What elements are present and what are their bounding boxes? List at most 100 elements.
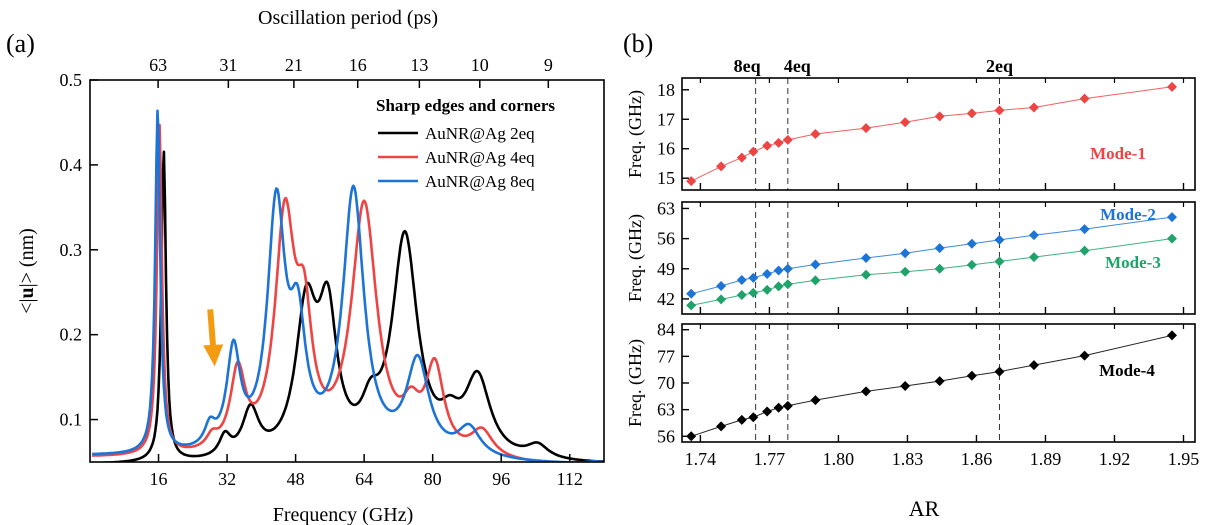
mode-1-point	[1079, 93, 1090, 104]
top-tick-label: 31	[219, 55, 237, 75]
x-tick-label: 1.80	[823, 449, 855, 469]
mode-2-point	[736, 274, 747, 285]
mode-3-point	[736, 290, 747, 301]
x-tick-label: 80	[424, 469, 442, 489]
y-tick-label: 70	[657, 373, 675, 393]
y-tick-label: 0.5	[60, 70, 83, 90]
mode-3-point	[782, 279, 793, 290]
mode-4-point	[900, 381, 911, 392]
mode-4-point	[773, 402, 784, 413]
mode-4-label: Mode-4	[1099, 361, 1155, 380]
mode-4-point	[736, 414, 747, 425]
chart-b: 15 16 17 18 Freq. (GHz) Mode-1 42 49 56 63 Freq. (…	[625, 56, 1199, 469]
mode-2-point	[1166, 212, 1177, 223]
mode-2-point	[762, 268, 773, 279]
mode-4-point	[686, 431, 697, 442]
mode-3-point	[716, 294, 727, 305]
mode-1-point	[762, 140, 773, 151]
y-tick-label: 84	[657, 320, 675, 340]
subplot-y-axis-label: Freq. (GHz)	[625, 90, 646, 178]
y-tick-label: 0.3	[60, 240, 83, 260]
y-tick-label: 0.2	[60, 325, 83, 345]
top-tick-label: 16	[349, 55, 367, 75]
y-tick-label: 49	[657, 259, 675, 279]
y-tick-label: 16	[657, 139, 675, 159]
x-tick-label: 1.77	[754, 449, 786, 469]
mode-2-line	[691, 216, 1173, 295]
mode-3-point	[762, 284, 773, 295]
mode-1-point	[810, 129, 821, 139]
mode-4-point	[861, 386, 872, 397]
x-tick-label: 1.86	[961, 449, 993, 469]
mode-4-point	[748, 412, 759, 423]
y-tick-label: 15	[657, 168, 675, 188]
mode-1-point	[773, 137, 784, 148]
series-line-1	[92, 150, 604, 462]
top-tick-label: 21	[285, 55, 303, 75]
mode-3-point	[994, 256, 1005, 267]
mode-4-point	[782, 400, 793, 411]
reference-line-label-4eq: 4eq	[784, 56, 811, 76]
mode-1-point	[782, 134, 793, 145]
subplot-y-axis-label: Freq. (GHz)	[625, 339, 646, 427]
chart-a-curves	[91, 109, 604, 462]
mode-2-point	[1079, 224, 1090, 235]
mode-3-point	[966, 259, 977, 270]
mode-3-label: Mode-3	[1105, 253, 1161, 272]
x-tick-label: 1.95	[1168, 449, 1200, 469]
subplot-frame	[681, 201, 1196, 315]
mode-1-point	[1028, 102, 1039, 113]
reference-line-label-2eq: 2eq	[986, 56, 1013, 76]
y-tick-label: 18	[657, 80, 675, 100]
subplot-1: 15 16 17 18 Freq. (GHz) Mode-1	[625, 77, 1196, 191]
mode-2-point	[900, 248, 911, 259]
x-tick-label: 1.89	[1030, 449, 1062, 469]
x-tick-label: 1.83	[892, 449, 924, 469]
mode-2-point	[716, 281, 727, 291]
chart-a-top-axis-label: Oscillation period (ps)	[258, 7, 438, 29]
series-line-3	[91, 109, 604, 462]
mode-2-label: Mode-2	[1100, 205, 1156, 224]
y-tick-label: 63	[657, 400, 675, 420]
chart-a-frame	[89, 79, 605, 463]
panel-b-label: (b)	[623, 29, 653, 58]
x-tick-label: 48	[287, 469, 305, 489]
subplot-3: 56 63 70 77 84 1.74 1.77 1.80 1.83 1.86 1.89 1.92 1.…	[625, 320, 1199, 469]
mode-3-point	[748, 287, 759, 298]
mode-2-point	[1028, 230, 1039, 241]
mode-2-point	[994, 234, 1005, 245]
mode-2-point	[934, 243, 945, 254]
mode-2-point	[861, 253, 872, 263]
legend-label-3: AuNR@Ag 8eq	[425, 172, 535, 191]
x-tick-label: 64	[355, 469, 373, 489]
x-tick-label: 32	[218, 469, 236, 489]
x-tick-label: 96	[492, 469, 510, 489]
chart-b-x-axis-label: AR	[909, 496, 940, 521]
chart-a-y-axis-label-part: u	[16, 287, 38, 298]
mode-4-point	[762, 406, 773, 417]
mode-1-point	[966, 108, 977, 119]
y-tick-label: 17	[657, 109, 675, 129]
chart-a-x-axis-label: Frequency (GHz)	[273, 504, 414, 525]
annotation-arrow-head	[203, 344, 224, 367]
mode-4-point	[934, 376, 945, 387]
mode-2-point	[810, 259, 821, 270]
x-tick-label: 112	[557, 469, 583, 489]
top-tick-label: 63	[149, 55, 167, 75]
mode-2-point	[773, 265, 784, 276]
mode-4-point	[994, 366, 1005, 377]
x-tick-label: 16	[150, 469, 168, 489]
mode-3-point	[1079, 245, 1090, 256]
mode-4-point	[1079, 350, 1090, 361]
mode-2-point	[782, 263, 793, 274]
mode-1-point	[934, 111, 945, 122]
mode-2-point	[748, 272, 759, 283]
mode-3-point	[1028, 252, 1039, 263]
mode-3-point	[861, 269, 872, 280]
mode-3-point	[686, 300, 697, 311]
subplot-2: 42 49 56 63 Freq. (GHz) Mode-2 Mode-3	[625, 198, 1196, 315]
mode-4-point	[716, 421, 727, 432]
y-tick-label: 0.1	[60, 410, 83, 430]
y-tick-label: 56	[657, 229, 675, 249]
mode-3-line	[691, 238, 1173, 306]
